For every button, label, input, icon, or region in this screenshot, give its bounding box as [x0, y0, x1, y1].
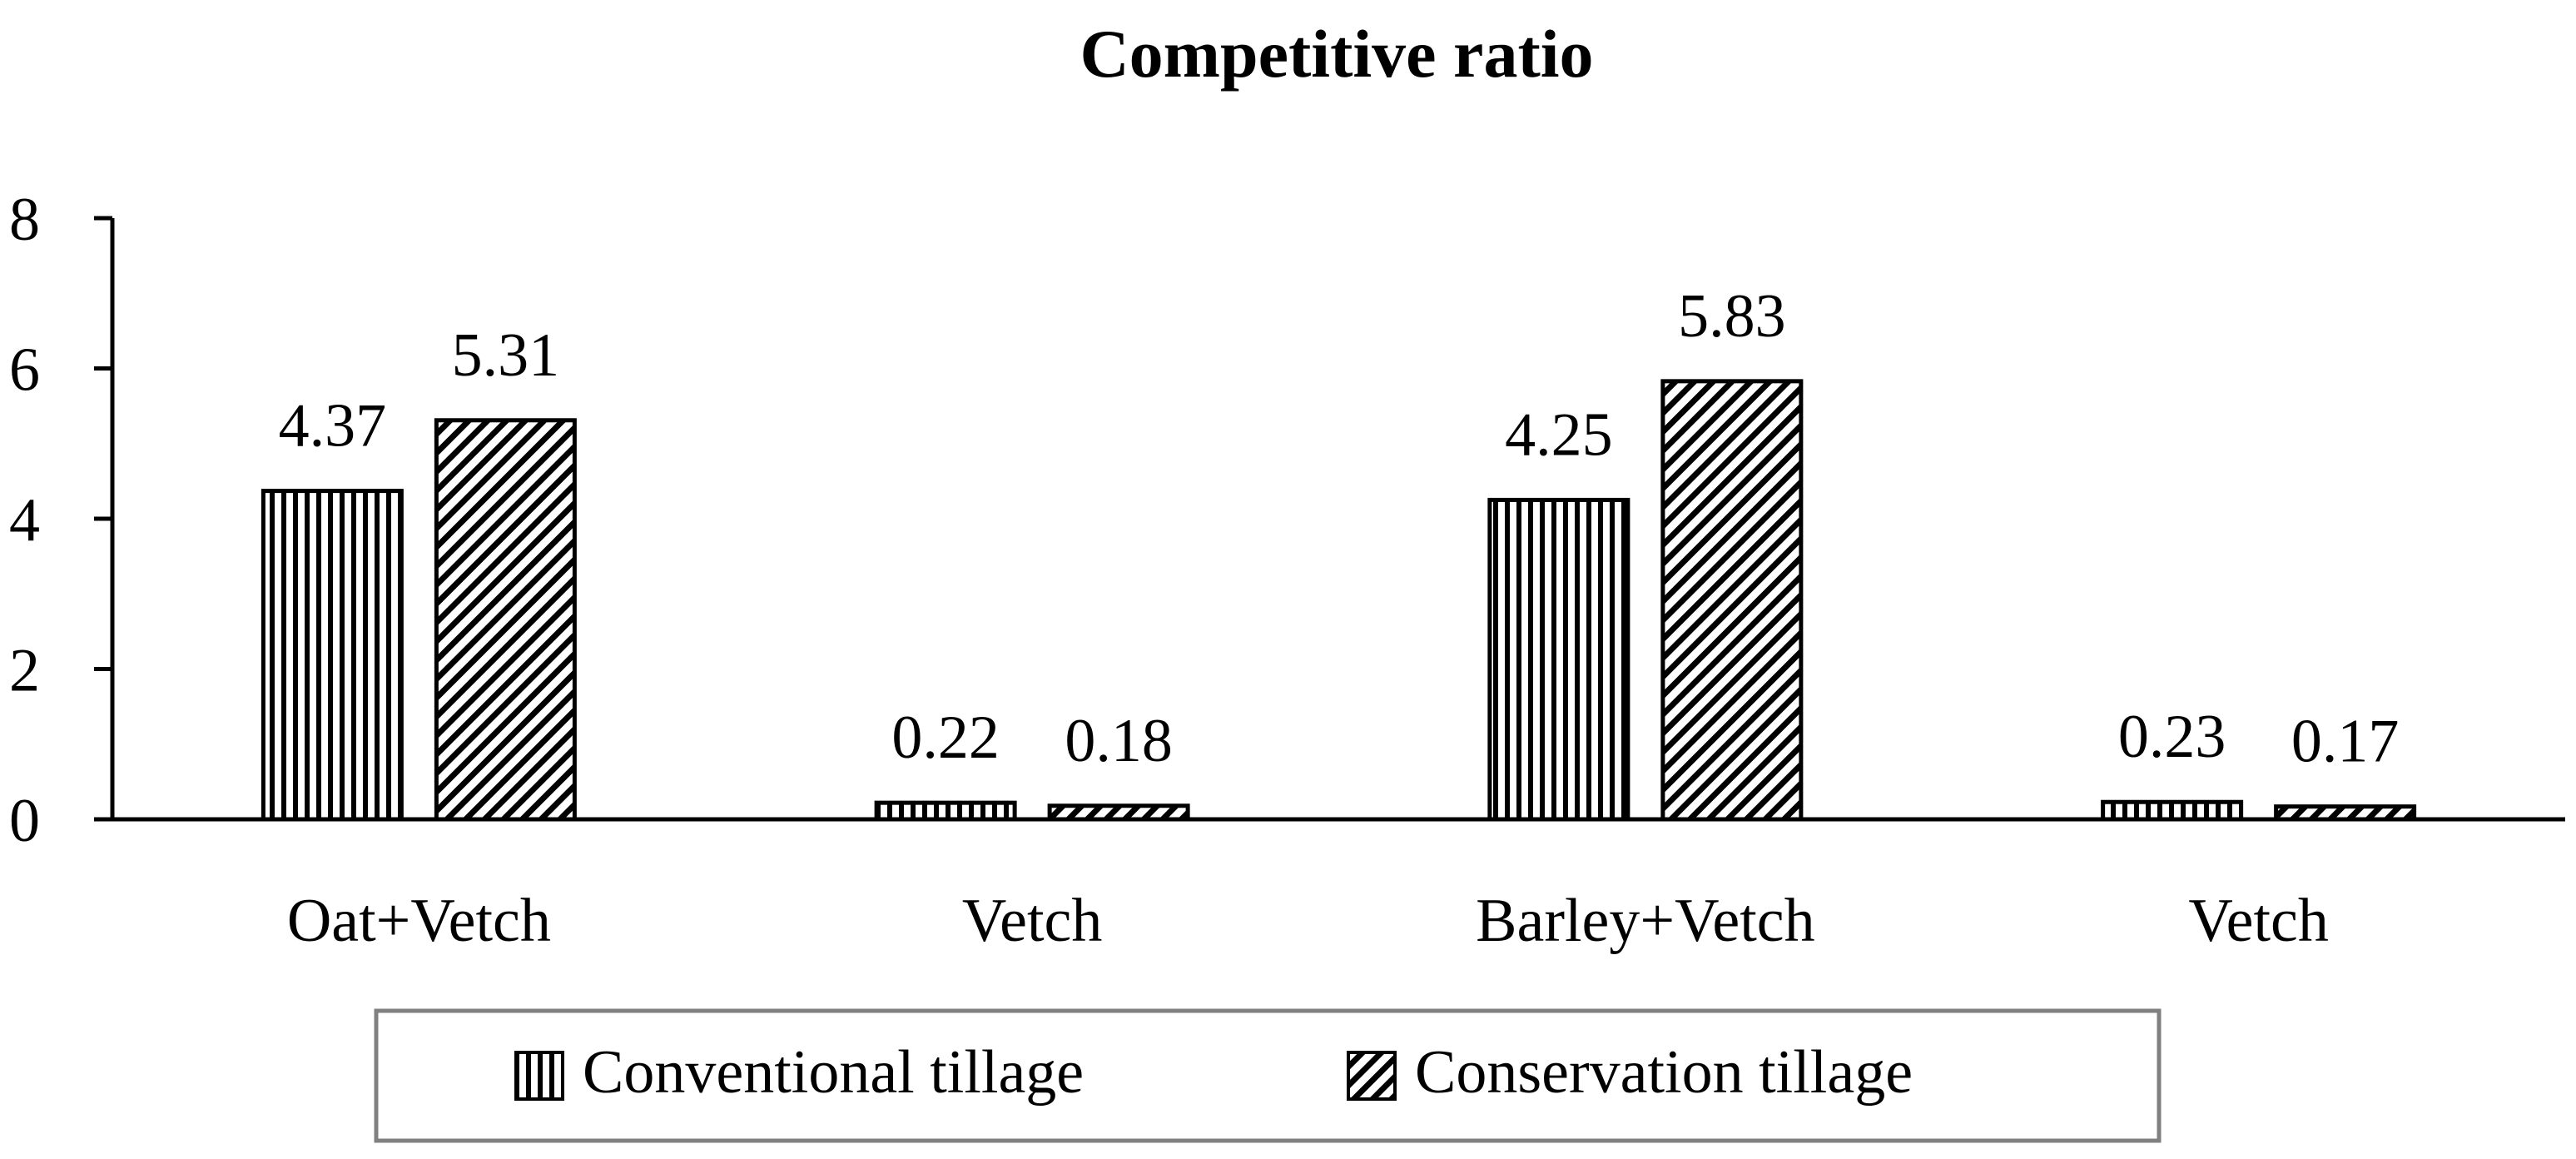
bar-conventional	[261, 489, 404, 822]
x-category-label: Vetch	[2188, 887, 2329, 955]
data-labels: 4.37 5.31 0.22 0.18 4.25 5.83 0.23 0.17	[279, 282, 2400, 776]
bar-value-label: 0.23	[2118, 703, 2226, 771]
y-tick-label: 2	[9, 637, 40, 705]
y-axis: 0 2 4 6 8	[9, 186, 115, 855]
x-category-label: Oat+Vetch	[287, 887, 551, 955]
x-category-label: Barley+Vetch	[1476, 887, 1814, 955]
bar-value-label: 0.18	[1065, 707, 1173, 775]
bar-value-label: 4.25	[1505, 400, 1613, 469]
bar-value-label: 0.22	[891, 704, 1000, 772]
bar-value-label: 5.83	[1678, 282, 1786, 351]
bar-conventional	[1487, 497, 1630, 822]
bar-conservation	[1047, 803, 1190, 822]
bar-conservation	[1660, 379, 1804, 822]
y-tick-label: 0	[9, 787, 40, 855]
x-category-label: Vetch	[962, 887, 1103, 955]
y-tick-label: 8	[9, 186, 40, 254]
bar-value-label: 0.17	[2291, 708, 2400, 776]
legend-swatch-conventional	[514, 1051, 564, 1101]
chart-title: Competitive ratio	[1080, 16, 1593, 92]
bar-conservation	[434, 418, 577, 822]
legend-label-conservation: Conservation tillage	[1415, 1038, 1913, 1107]
y-tick-label: 4	[9, 486, 40, 555]
bar-conventional	[2101, 799, 2244, 822]
y-tick-label: 6	[9, 336, 40, 405]
x-axis: Oat+Vetch Vetch Barley+Vetch Vetch	[112, 817, 2565, 955]
bar-conservation	[2274, 804, 2417, 822]
bar-conventional	[874, 800, 1017, 822]
legend-swatch-conservation	[1347, 1051, 1397, 1101]
bar-value-label: 4.37	[279, 392, 387, 460]
legend-label-conventional: Conventional tillage	[583, 1038, 1084, 1107]
legend-frame	[374, 1008, 2162, 1143]
bars	[261, 379, 2417, 822]
legend: Conventional tillage Conservation tillag…	[374, 1008, 2162, 1143]
bar-value-label: 5.31	[452, 321, 560, 390]
